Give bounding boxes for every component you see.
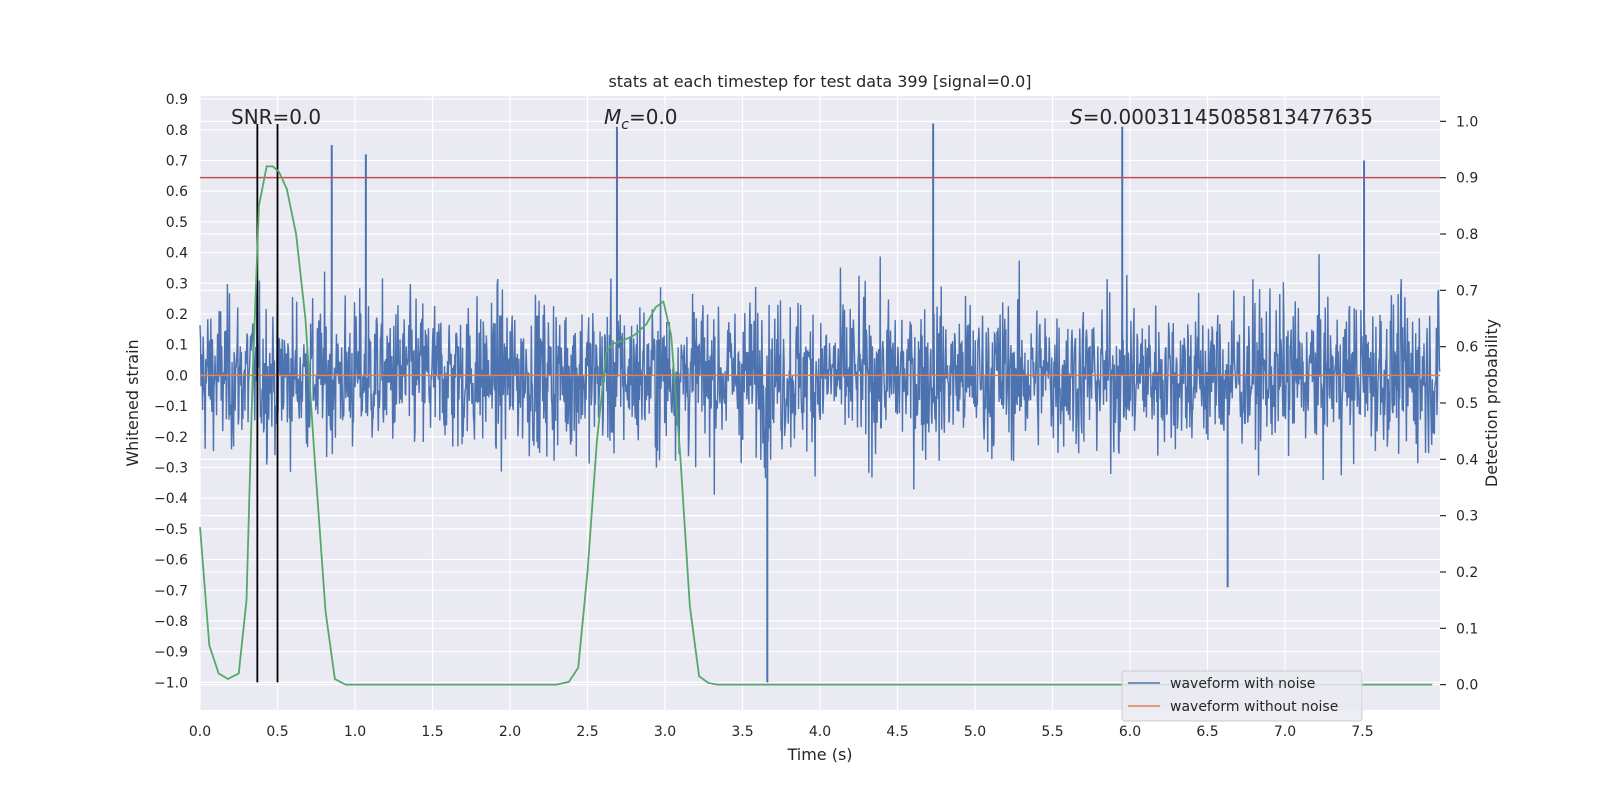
- y-tick-label-8: 0.1: [166, 338, 188, 354]
- x-tick-label-14: 7.0: [1274, 724, 1296, 740]
- chart-title: stats at each timestep for test data 399…: [608, 72, 1031, 91]
- mc-value: =0.0: [629, 105, 678, 129]
- x-tick-label-9: 4.5: [886, 724, 908, 740]
- y-tick-label-17: −0.8: [154, 614, 188, 630]
- series-detection-probability: [199, 165, 1433, 686]
- s-annotation: S=0.00031145085813477635: [1070, 105, 1373, 129]
- x-tick-label-6: 3.0: [654, 724, 676, 740]
- series-waveform-with-noise: [199, 123, 1441, 683]
- y-tick-label-7: 0.2: [166, 307, 188, 323]
- x-tick-label-8: 4.0: [809, 724, 831, 740]
- y-tick-label-3: 0.6: [166, 184, 188, 200]
- legend-box: [1121, 670, 1363, 722]
- y-tick-label-16: −0.7: [154, 583, 188, 599]
- y-tick-label-10: −0.1: [154, 399, 188, 415]
- y-tick-label-14: −0.5: [154, 522, 188, 538]
- y2-axis-label: Detection probability: [1482, 319, 1501, 487]
- y2-tick-label-7: 0.3: [1456, 509, 1478, 525]
- mc-subscript: c: [621, 117, 629, 133]
- legend-label-waveform-with-noise: waveform with noise: [1170, 676, 1315, 692]
- y2-tick-label-2: 0.8: [1456, 227, 1478, 243]
- legend-label-waveform-without-noise: waveform without noise: [1170, 699, 1338, 715]
- y-tick-label-4: 0.5: [166, 215, 188, 231]
- y-tick-label-6: 0.3: [166, 276, 188, 292]
- x-tick-label-5: 2.5: [576, 724, 598, 740]
- y-tick-label-15: −0.6: [154, 553, 188, 569]
- x-tick-label-7: 3.5: [731, 724, 753, 740]
- x-tick-label-11: 5.5: [1041, 724, 1063, 740]
- y-axis-ticks: 0.9 0.8 0.7 0.6 0.5 0.4 0.3 0.2 0.1 0.0 −0.1 −0.2 −0…: [154, 92, 188, 691]
- y2-tick-label-4: 0.6: [1456, 340, 1478, 356]
- y2-tick-label-6: 0.4: [1456, 452, 1478, 468]
- y2-tick-label-0: 1.0: [1456, 114, 1478, 130]
- x-tick-label-1: 0.5: [266, 724, 288, 740]
- y2-tick-label-8: 0.2: [1456, 565, 1478, 581]
- x-tick-label-0: 0.0: [189, 724, 211, 740]
- x-tick-label-13: 6.5: [1196, 724, 1218, 740]
- y-tick-label-13: −0.4: [154, 491, 188, 507]
- x-tick-label-3: 1.5: [421, 724, 443, 740]
- x-tick-label-4: 2.0: [499, 724, 521, 740]
- x-tick-label-10: 5.0: [964, 724, 986, 740]
- x-axis-label: Time (s): [786, 745, 852, 764]
- y-tick-label-5: 0.4: [166, 246, 188, 262]
- x-tick-label-2: 1.0: [344, 724, 366, 740]
- legend: waveform with noise waveform without noi…: [1121, 670, 1363, 722]
- y-tick-label-2: 0.7: [166, 153, 188, 169]
- mc-annotation: Mc=0.0: [604, 105, 678, 133]
- x-tick-label-15: 7.5: [1351, 724, 1373, 740]
- y2-tick-label-5: 0.5: [1456, 396, 1478, 412]
- y-tick-label-1: 0.8: [166, 123, 188, 139]
- x-axis-ticks: 0.0 0.5 1.0 1.5 2.0 2.5 3.0 3.5 4.0 4.5 5.0 5.5 6.0 6…: [189, 724, 1374, 740]
- snr-annotation: SNR=0.0: [231, 105, 321, 129]
- noise-trace: [199, 254, 1441, 495]
- y2-tick-label-9: 0.1: [1456, 621, 1478, 637]
- y-tick-label-18: −0.9: [154, 645, 188, 661]
- y-tick-label-11: −0.2: [154, 430, 188, 446]
- s-value: =0.00031145085813477635: [1083, 105, 1373, 129]
- vertical-lines: [256, 124, 279, 683]
- y-tick-label-0: 0.9: [166, 92, 188, 108]
- mc-symbol: M: [604, 105, 621, 129]
- y-tick-label-19: −1.0: [154, 675, 188, 691]
- y2-axis-ticks: 1.0 0.9 0.8 0.7 0.6 0.5 0.4 0.3 0.2 0.1 0.0: [1440, 114, 1478, 694]
- x-tick-label-12: 6.0: [1119, 724, 1141, 740]
- y2-tick-label-1: 0.9: [1456, 171, 1478, 187]
- s-symbol: S: [1070, 105, 1083, 129]
- y-tick-label-12: −0.3: [154, 460, 188, 476]
- y-tick-label-9: 0.0: [166, 368, 188, 384]
- y-axis-label: Whitened strain: [123, 339, 142, 466]
- y2-tick-label-3: 0.7: [1456, 283, 1478, 299]
- y2-tick-label-10: 0.0: [1456, 678, 1478, 694]
